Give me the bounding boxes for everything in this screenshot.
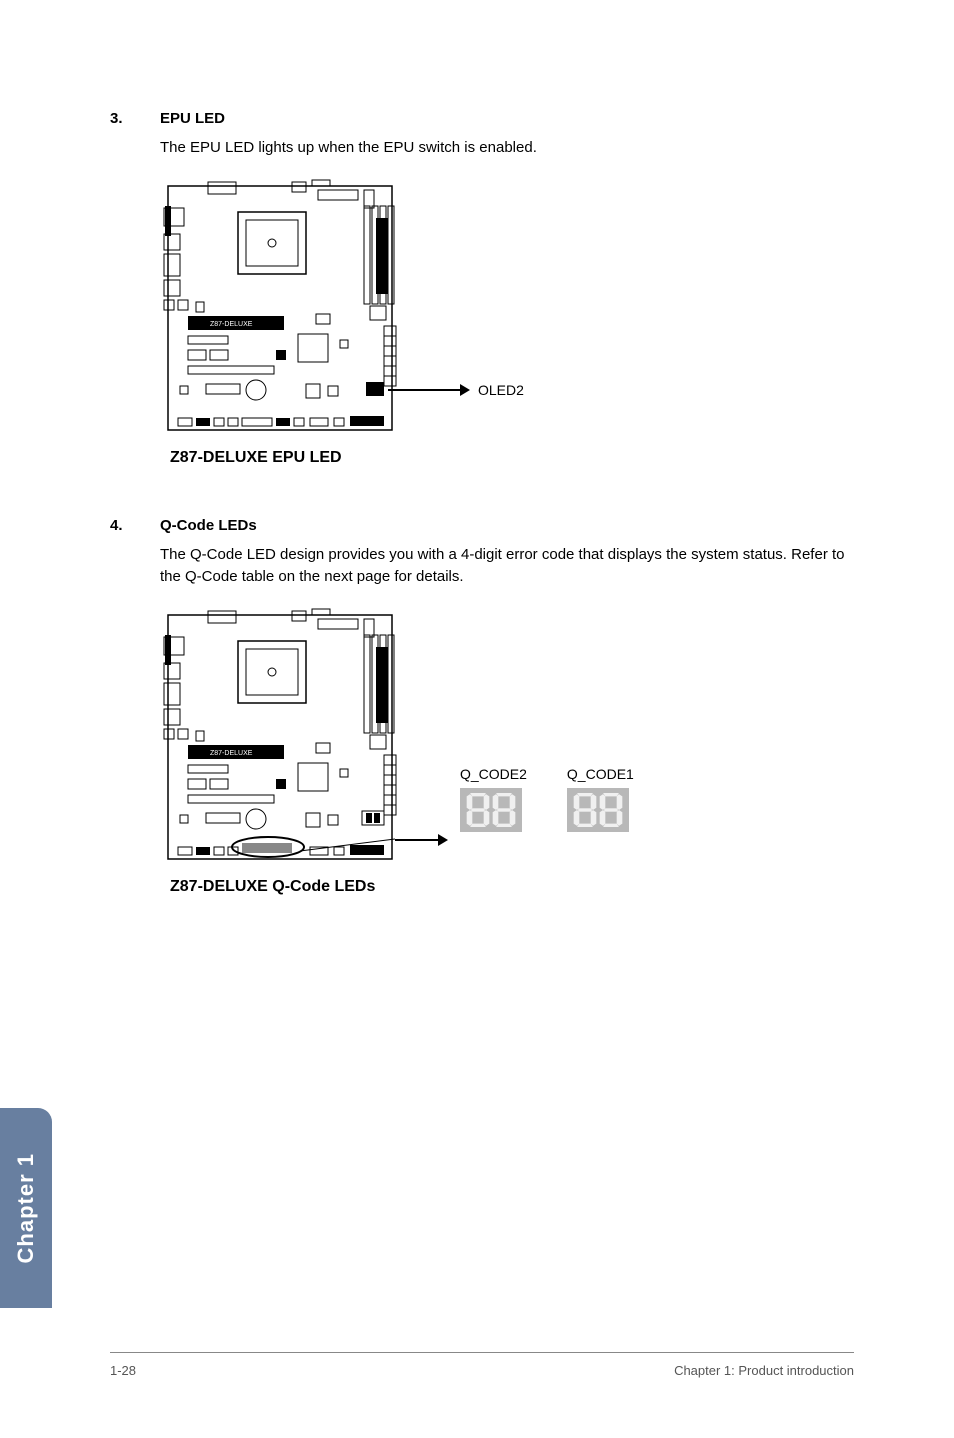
seven-segment-icon (460, 788, 522, 832)
qcode1-block: Q_CODE1 (567, 766, 634, 832)
epu-diagram: Z87-DELUXE (160, 178, 854, 467)
svg-text:Z87-DELUXE: Z87-DELUXE (210, 321, 253, 328)
qcode1-label: Q_CODE1 (567, 766, 634, 782)
qcode2-label: Q_CODE2 (460, 766, 527, 782)
chapter-tab-label: Chapter 1 (13, 1153, 39, 1263)
seven-segment-icon (567, 788, 629, 832)
footer-divider (110, 1352, 854, 1353)
arrow-line (388, 389, 468, 391)
page-number: 1-28 (110, 1363, 136, 1378)
section-title-epu: EPU LED (160, 110, 225, 127)
qcode-diagram: Z87-DELUXE (160, 607, 854, 896)
epu-diagram-caption: Z87-DELUXE EPU LED (170, 449, 854, 467)
qcode-diagram-caption: Z87-DELUXE Q-Code LEDs (170, 878, 854, 896)
chapter-tab: Chapter 1 (0, 1108, 52, 1308)
section-title-qcode: Q-Code LEDs (160, 517, 257, 534)
epu-callout-label: OLED2 (478, 382, 524, 398)
svg-text:Z87-DELUXE: Z87-DELUXE (210, 750, 253, 757)
section-body-epu: The EPU LED lights up when the EPU switc… (160, 137, 854, 160)
section-number-4: 4. (110, 517, 160, 534)
arrow-head-icon (460, 384, 470, 396)
qcode2-block: Q_CODE2 (460, 766, 527, 832)
section-number-3: 3. (110, 110, 160, 127)
arrow-head-icon (438, 834, 448, 846)
chapter-title: Chapter 1: Product introduction (674, 1363, 854, 1378)
section-body-qcode: The Q-Code LED design provides you with … (160, 544, 854, 589)
page-footer: 1-28 Chapter 1: Product introduction (0, 1352, 954, 1378)
